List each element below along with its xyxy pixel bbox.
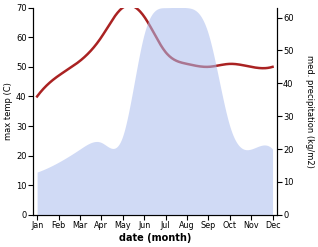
X-axis label: date (month): date (month) — [119, 233, 191, 243]
Y-axis label: med. precipitation (kg/m2): med. precipitation (kg/m2) — [305, 55, 314, 168]
Y-axis label: max temp (C): max temp (C) — [4, 82, 13, 140]
